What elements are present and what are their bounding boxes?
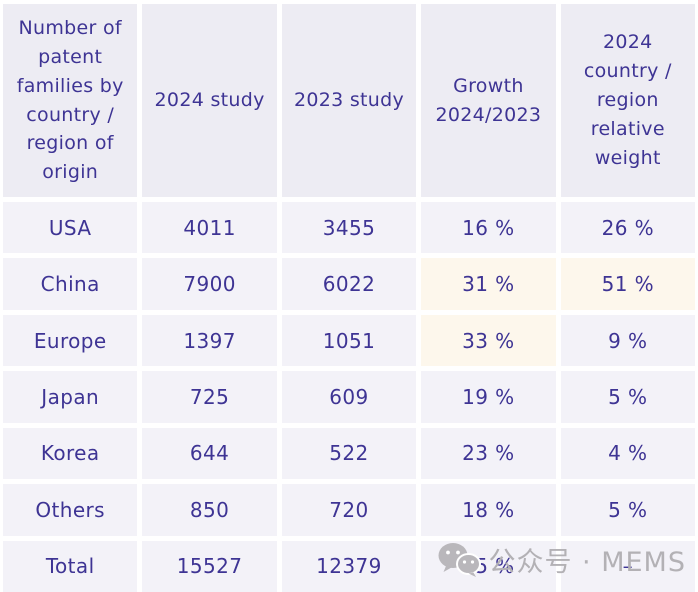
table-cell-others-growth: 18 % — [421, 484, 556, 536]
table-cell-japan-2024: 725 — [142, 371, 277, 423]
table-cell-europe-weight: 9 % — [560, 314, 695, 367]
table-cell-europe-2024: 1397 — [142, 314, 277, 367]
table-cell-china-2023: 6022 — [281, 258, 417, 310]
table-cell-china-weight-highlighted: 51 % — [560, 258, 695, 310]
table-cell-japan-2023: 609 — [281, 371, 417, 423]
table-cell-total-2023: 12379 — [281, 540, 417, 592]
table-cell-japan-growth: 19 % — [421, 371, 556, 423]
table-cell-europe-growth-highlighted: 33 % — [421, 314, 556, 367]
table-cell-usa-2023: 3455 — [281, 202, 417, 254]
table-cell-usa-2024: 4011 — [142, 202, 277, 254]
table-cell-china-region: China — [3, 258, 138, 310]
table-cell-usa-region: USA — [3, 202, 138, 254]
table-cell-usa-growth: 16 % — [421, 202, 556, 254]
table-cell-total-2024: 15527 — [142, 540, 277, 592]
table-cell-korea-growth: 23 % — [421, 427, 556, 480]
table-cell-china-2024: 7900 — [142, 258, 277, 310]
table-cell-others-2024: 850 — [142, 484, 277, 536]
table-cell-europe-2023: 1051 — [281, 314, 417, 367]
table-cell-korea-weight: 4 % — [560, 427, 695, 480]
table-cell-korea-2024: 644 — [142, 427, 277, 480]
column-header-2024-study: 2024 study — [142, 4, 277, 197]
table-cell-total-region: Total — [3, 540, 138, 592]
table-cell-total-growth: 25 % — [421, 540, 556, 592]
table-cell-others-region: Others — [3, 484, 138, 536]
column-header-region: Number of patent families by country / r… — [3, 4, 138, 197]
column-header-relative-weight: 2024 country / region relative weight — [560, 4, 695, 197]
table-cell-korea-region: Korea — [3, 427, 138, 480]
table-cell-europe-region: Europe — [3, 314, 138, 367]
table-cell-china-growth-highlighted: 31 % — [421, 258, 556, 310]
table-cell-usa-weight: 26 % — [560, 202, 695, 254]
table-cell-others-weight: 5 % — [560, 484, 695, 536]
table-cell-others-2023: 720 — [281, 484, 417, 536]
table-cell-japan-region: Japan — [3, 371, 138, 423]
table-cell-japan-weight: 5 % — [560, 371, 695, 423]
table-cell-total-weight: – — [560, 540, 695, 592]
column-header-2023-study: 2023 study — [281, 4, 417, 197]
column-header-growth: Growth 2024/2023 — [421, 4, 556, 197]
table-cell-korea-2023: 522 — [281, 427, 417, 480]
